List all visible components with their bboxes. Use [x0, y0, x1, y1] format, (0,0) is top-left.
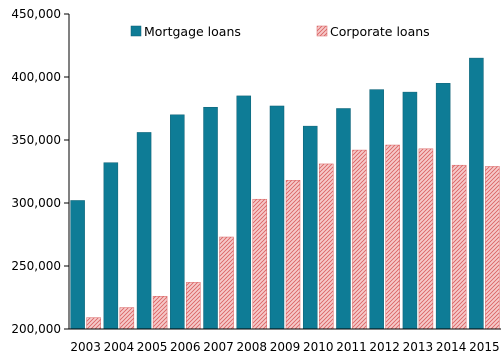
bar-mortgage-2003	[70, 200, 85, 330]
bar-mortgage-2009	[269, 105, 285, 330]
x-tick-label: 2013	[403, 340, 434, 354]
bar-mortgage-2008	[236, 95, 252, 330]
bar-mortgage-2007	[203, 106, 218, 330]
bar-corporate-2010	[318, 163, 334, 330]
x-tick-label: 2011	[336, 340, 367, 354]
y-axis-ticks: 200,000 250,000 300,000 350,000 400,000 450,0…	[11, 7, 69, 336]
x-tick-label: 2003	[70, 340, 101, 354]
y-tick-label: 400,000	[11, 70, 61, 84]
bar-corporate-2013	[418, 148, 434, 330]
x-tick-label: 2010	[303, 340, 334, 354]
bar-corporate-2004	[119, 307, 135, 330]
x-axis-labels: 2003 2004 2005 2006 2007 2008 2009 2010 2011 2012…	[70, 340, 499, 354]
bar-mortgage-2014	[435, 83, 451, 330]
x-tick-label: 2008	[236, 340, 267, 354]
bar-mortgage-2012	[369, 89, 384, 330]
bars	[70, 57, 500, 330]
legend-swatch-mortgage	[130, 25, 142, 37]
bar-mortgage-2005	[136, 132, 152, 330]
x-tick-label: 2006	[170, 340, 201, 354]
y-tick-label: 300,000	[11, 196, 61, 210]
bar-mortgage-2010	[302, 125, 318, 330]
bar-mortgage-2006	[170, 114, 185, 330]
x-tick-label: 2015	[469, 340, 500, 354]
bar-corporate-2014	[451, 164, 467, 330]
bar-mortgage-2015	[469, 57, 484, 330]
legend: Mortgage loans Corporate loans	[130, 24, 430, 39]
bar-corporate-2007	[219, 236, 234, 330]
legend-swatch-corporate	[316, 25, 328, 37]
x-tick-label: 2005	[137, 340, 168, 354]
y-tick-label: 200,000	[11, 322, 61, 336]
y-tick-label: 250,000	[11, 259, 61, 273]
bar-corporate-2009	[285, 180, 301, 330]
bar-corporate-2005	[152, 295, 168, 330]
bar-corporate-2015	[485, 166, 500, 330]
bar-mortgage-2011	[336, 108, 351, 330]
x-tick-label: 2004	[104, 340, 135, 354]
x-tick-label: 2014	[436, 340, 467, 354]
legend-label-mortgage: Mortgage loans	[144, 24, 241, 39]
legend-label-corporate: Corporate loans	[330, 24, 430, 39]
x-tick-label: 2012	[369, 340, 400, 354]
x-tick-label: 2009	[270, 340, 301, 354]
y-tick-label: 350,000	[11, 133, 61, 147]
bar-corporate-2011	[352, 149, 367, 330]
x-tick-label: 2007	[203, 340, 234, 354]
bar-corporate-2006	[186, 282, 201, 330]
bar-mortgage-2004	[103, 162, 119, 330]
bar-corporate-2008	[252, 198, 268, 330]
y-tick-label: 450,000	[11, 7, 61, 21]
bar-corporate-2003	[86, 317, 101, 330]
bar-mortgage-2013	[402, 91, 418, 330]
bar-corporate-2012	[385, 144, 400, 330]
